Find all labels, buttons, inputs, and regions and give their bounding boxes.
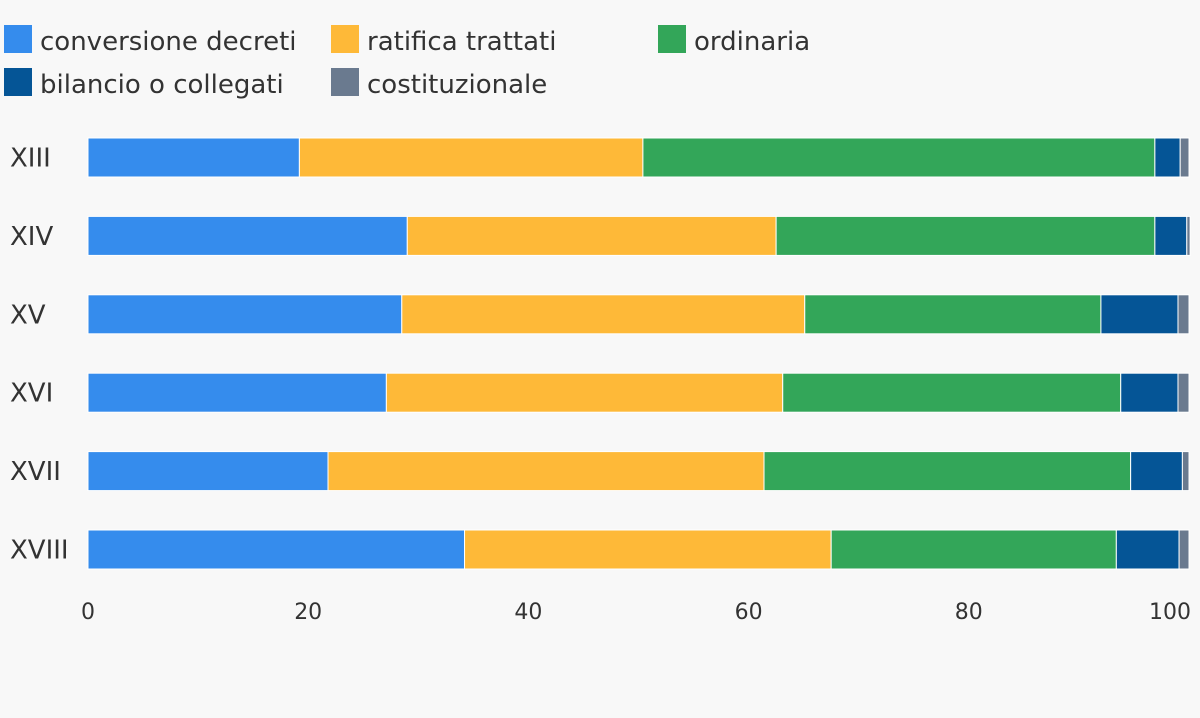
bar-segment-ordinaria bbox=[804, 294, 1102, 335]
bar-segment-conversione-decreti bbox=[87, 529, 466, 570]
x-tick-label: 100 bbox=[1149, 600, 1191, 625]
legend-label: bilancio o collegati bbox=[40, 70, 284, 100]
bar-segment-ordinaria bbox=[642, 137, 1156, 178]
bar-row-xv bbox=[87, 294, 1190, 335]
x-tick-label: 0 bbox=[81, 600, 95, 625]
bar-segment-conversione-decreti bbox=[87, 372, 387, 413]
x-tick-label: 80 bbox=[955, 600, 983, 625]
legend-label: conversione decreti bbox=[40, 27, 297, 57]
bar-segment-ratifica-trattati bbox=[385, 372, 784, 413]
legend-item-conversione-decreti: conversione decreti bbox=[4, 25, 297, 57]
legend-swatch bbox=[4, 68, 32, 96]
legend-label: costituzionale bbox=[367, 70, 547, 100]
bar-segment-bilancio-o-collegati bbox=[1154, 137, 1181, 178]
bar-segment-ratifica-trattati bbox=[401, 294, 806, 335]
bar-segment-conversione-decreti bbox=[87, 215, 408, 256]
category-label-xiii: XIII bbox=[10, 144, 51, 174]
legend-item-ordinaria: ordinaria bbox=[658, 25, 810, 57]
bar-segment-costituzionale bbox=[1186, 215, 1191, 256]
bar-segment-conversione-decreti bbox=[87, 137, 300, 178]
bar-segment-ratifica-trattati bbox=[406, 215, 777, 256]
bar-row-xiv bbox=[87, 215, 1191, 256]
category-axis: XIII XIV XV XVI XVII XVIII bbox=[10, 144, 69, 566]
legend-item-ratifica-trattati: ratifica trattati bbox=[331, 25, 556, 57]
legend-label: ratifica trattati bbox=[367, 27, 556, 57]
bar-segment-bilancio-o-collegati bbox=[1100, 294, 1179, 335]
bar-row-xviii bbox=[87, 529, 1190, 570]
bar-row-xvii bbox=[87, 451, 1190, 492]
bar-segment-costituzionale bbox=[1178, 529, 1190, 570]
bar-segment-conversione-decreti bbox=[87, 451, 329, 492]
legend-item-bilancio-o-collegati: bilancio o collegati bbox=[4, 68, 284, 100]
x-tick-label: 60 bbox=[735, 600, 763, 625]
category-label-xvii: XVII bbox=[10, 457, 61, 487]
category-label-xiv: XIV bbox=[10, 222, 53, 252]
bar-segment-ratifica-trattati bbox=[327, 451, 765, 492]
legend: conversione decreti ratifica trattati ordi… bbox=[4, 25, 810, 100]
x-tick-label: 40 bbox=[514, 600, 542, 625]
bars bbox=[87, 137, 1191, 570]
category-label-xviii: XVIII bbox=[10, 536, 69, 566]
legend-swatch bbox=[4, 25, 32, 53]
bar-segment-ratifica-trattati bbox=[464, 529, 832, 570]
bar-segment-ordinaria bbox=[775, 215, 1156, 256]
bar-row-xiii bbox=[87, 137, 1190, 178]
bar-segment-bilancio-o-collegati bbox=[1115, 529, 1180, 570]
legend-label: ordinaria bbox=[694, 27, 810, 57]
bar-segment-ordinaria bbox=[763, 451, 1132, 492]
bar-segment-costituzionale bbox=[1177, 372, 1190, 413]
bar-segment-conversione-decreti bbox=[87, 294, 403, 335]
value-axis: 0 20 40 60 80 100 bbox=[81, 600, 1191, 625]
bar-segment-bilancio-o-collegati bbox=[1130, 451, 1183, 492]
bar-segment-costituzionale bbox=[1177, 294, 1190, 335]
bar-segment-costituzionale bbox=[1181, 451, 1190, 492]
legend-item-costituzionale: costituzionale bbox=[331, 68, 547, 100]
bar-segment-ordinaria bbox=[830, 529, 1117, 570]
bar-segment-costituzionale bbox=[1179, 137, 1190, 178]
bar-row-xvi bbox=[87, 372, 1190, 413]
legend-swatch bbox=[331, 68, 359, 96]
bar-segment-bilancio-o-collegati bbox=[1154, 215, 1188, 256]
legend-swatch bbox=[658, 25, 686, 53]
legend-swatch bbox=[331, 25, 359, 53]
bar-segment-ratifica-trattati bbox=[298, 137, 644, 178]
category-label-xvi: XVI bbox=[10, 379, 53, 409]
x-tick-label: 20 bbox=[294, 600, 322, 625]
category-label-xv: XV bbox=[10, 300, 46, 330]
bar-segment-bilancio-o-collegati bbox=[1120, 372, 1179, 413]
bar-segment-ordinaria bbox=[782, 372, 1122, 413]
